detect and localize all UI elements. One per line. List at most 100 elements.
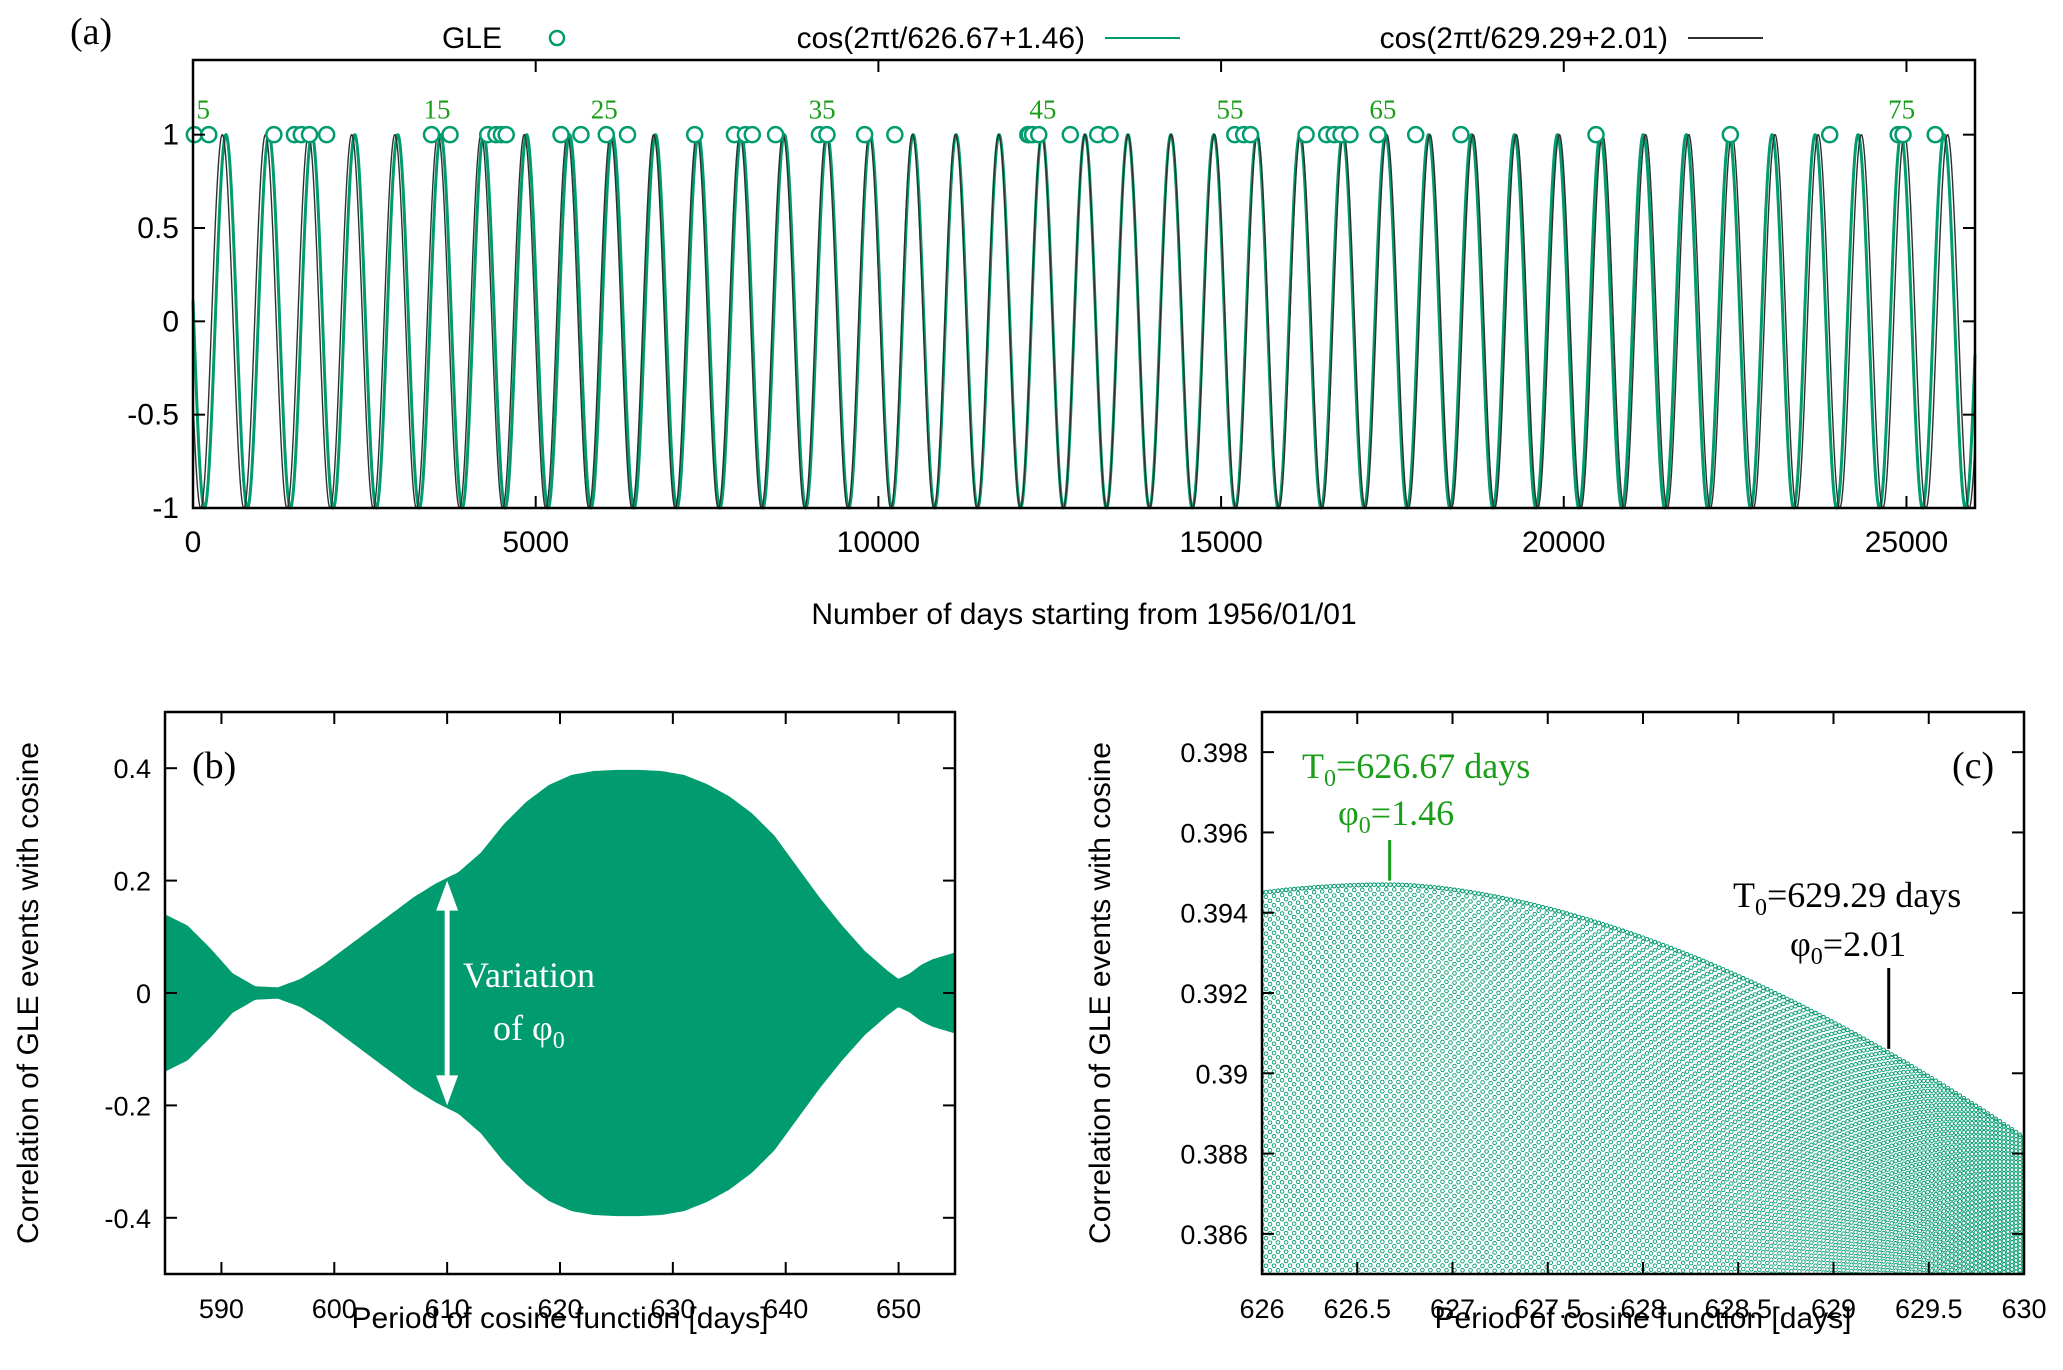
scatter-point xyxy=(1600,1257,1606,1263)
scatter-point xyxy=(1524,1233,1529,1238)
scatter-point xyxy=(1688,996,1694,1002)
scatter-point xyxy=(1664,1108,1670,1113)
scatter-point xyxy=(1668,1089,1674,1094)
scatter-point xyxy=(1540,1251,1545,1256)
scatter-point xyxy=(1262,899,1265,905)
scatter-point xyxy=(1416,1038,1421,1043)
x-tick-label: 590 xyxy=(199,1294,244,1324)
scatter-point xyxy=(1648,1267,1654,1272)
scatter-point xyxy=(1444,979,1449,985)
scatter-point xyxy=(1664,1140,1670,1145)
scatter-point xyxy=(1460,1258,1465,1264)
scatter-point xyxy=(1652,1214,1658,1220)
scatter-point xyxy=(1303,1253,1309,1259)
scatter-point xyxy=(1620,1087,1626,1092)
scatter-point xyxy=(1303,890,1309,895)
scatter-point xyxy=(1656,1042,1662,1047)
scatter-point xyxy=(1460,1268,1465,1273)
scatter-point xyxy=(1262,1185,1265,1190)
scatter-point xyxy=(1508,1114,1513,1120)
scatter-point xyxy=(1572,1017,1578,1023)
scatter-point xyxy=(1299,1025,1305,1031)
scatter-point xyxy=(1404,882,1409,888)
scatter-point xyxy=(1532,1117,1537,1122)
scatter-point xyxy=(1351,1065,1357,1071)
scatter-point xyxy=(1508,897,1513,902)
scatter-point xyxy=(1552,1264,1558,1270)
scatter-point xyxy=(1424,1094,1429,1100)
scatter-point xyxy=(1604,1050,1610,1055)
scatter-point xyxy=(1376,1197,1381,1202)
scatter-point xyxy=(1283,998,1289,1004)
scatter-point xyxy=(1275,907,1281,912)
scatter-point xyxy=(1339,1258,1345,1263)
scatter-point xyxy=(1660,1111,1666,1116)
scatter-point xyxy=(1263,894,1269,900)
scatter-point xyxy=(1600,1198,1606,1203)
scatter-point xyxy=(1512,1173,1517,1179)
scatter-point xyxy=(1640,1168,1646,1174)
scatter-point xyxy=(1396,1211,1401,1216)
scatter-point xyxy=(1636,1246,1642,1252)
scatter-point xyxy=(1267,1240,1273,1245)
scatter-point xyxy=(1652,939,1658,945)
scatter-point xyxy=(1600,1019,1606,1025)
scatter-point xyxy=(1372,1079,1377,1085)
scatter-point xyxy=(1460,999,1465,1005)
scatter-point xyxy=(1472,1024,1477,1029)
scatter-point xyxy=(1520,931,1525,937)
scatter-point xyxy=(1604,1270,1610,1274)
scatter-point xyxy=(1323,1230,1329,1235)
scatter-point xyxy=(1604,1067,1610,1072)
scatter-point xyxy=(1376,882,1381,887)
scatter-point xyxy=(1424,1178,1429,1184)
scatter-point xyxy=(1436,1174,1441,1180)
scatter-point xyxy=(1692,1055,1698,1061)
scatter-point xyxy=(1404,1248,1409,1254)
scatter-point xyxy=(1636,1213,1642,1219)
scatter-point xyxy=(1408,1066,1413,1071)
scatter-point xyxy=(1516,1169,1521,1175)
scatter-point xyxy=(1492,1158,1497,1164)
scatter-point xyxy=(1660,982,1666,988)
scatter-point xyxy=(1472,1143,1477,1149)
scatter-point xyxy=(1464,1004,1469,1010)
scatter-point xyxy=(1488,1254,1493,1260)
scatter-point xyxy=(1692,1141,1698,1146)
scatter-point xyxy=(1311,1188,1317,1194)
scatter-point xyxy=(1592,1197,1598,1202)
scatter-point xyxy=(1287,1151,1293,1157)
scatter-point xyxy=(1472,904,1477,909)
gle-event-marker xyxy=(597,125,616,144)
scatter-point xyxy=(1436,1267,1441,1273)
scatter-point xyxy=(1660,1175,1666,1180)
scatter-point xyxy=(1356,1145,1361,1151)
scatter-point xyxy=(1581,1288,1585,1292)
scatter-point xyxy=(1295,1039,1301,1045)
scatter-point xyxy=(1448,1179,1453,1185)
scatter-point xyxy=(1440,1076,1445,1082)
scatter-point xyxy=(1604,1092,1610,1098)
scatter-point xyxy=(1656,1025,1662,1031)
scatter-point xyxy=(1436,1211,1441,1217)
scatter-point xyxy=(1388,1230,1393,1235)
scatter-point xyxy=(1351,953,1357,958)
scatter-point xyxy=(1516,971,1521,976)
scatter-point xyxy=(1608,1131,1614,1136)
scatter-point xyxy=(1412,1005,1417,1010)
scatter-point xyxy=(1528,1148,1533,1153)
scatter-point xyxy=(1644,1059,1650,1064)
scatter-point xyxy=(1380,1173,1385,1179)
scatter-point xyxy=(1440,937,1445,942)
scatter-point xyxy=(1291,1258,1297,1264)
scatter-point xyxy=(1444,1072,1449,1078)
scatter-point xyxy=(1516,998,1521,1003)
scatter-point xyxy=(1380,1267,1385,1273)
scatter-point xyxy=(1428,996,1433,1002)
scatter-point xyxy=(1468,899,1473,904)
scatter-point xyxy=(1400,1216,1405,1221)
scatter-point xyxy=(1624,1125,1630,1130)
scatter-point xyxy=(1440,1253,1445,1259)
scatter-point xyxy=(1327,1263,1333,1268)
scatter-point xyxy=(1656,961,1662,966)
